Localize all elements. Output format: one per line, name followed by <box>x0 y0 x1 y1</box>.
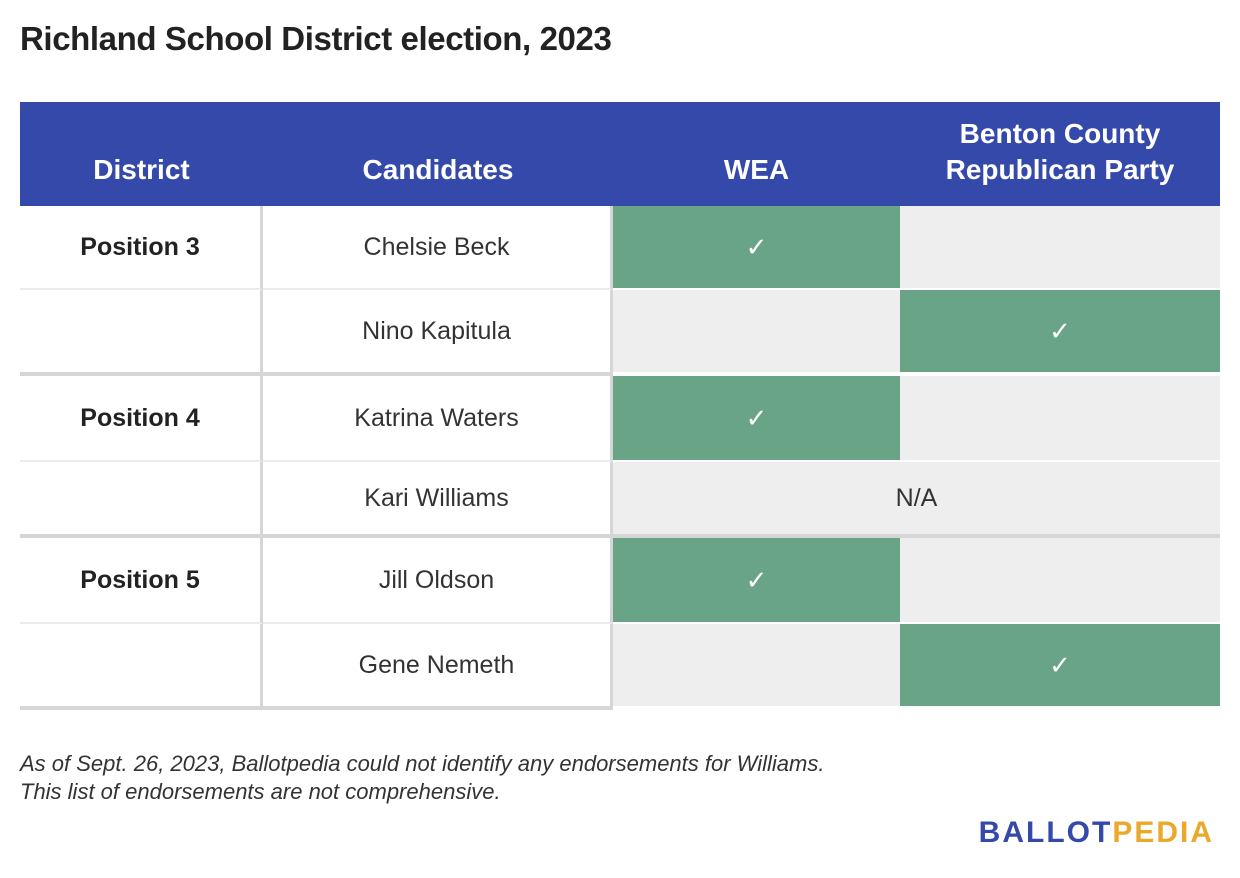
endorsements-table: District Candidates WEA Benton County Re… <box>20 102 1220 710</box>
logo-part-2: PEDIA <box>1112 816 1214 849</box>
candidate-cell: Kari Williams <box>263 462 613 538</box>
candidate-cell: Chelsie Beck <box>263 206 613 290</box>
candidate-cell: Gene Nemeth <box>263 624 613 710</box>
district-cell: Position 3 <box>20 206 263 290</box>
table-row: Position 4 Katrina Waters ✓ <box>20 376 1220 462</box>
check-icon: ✓ <box>745 402 768 433</box>
na-cell: N/A <box>613 462 1220 538</box>
page-title: Richland School District election, 2023 <box>20 20 612 57</box>
footnote: As of Sept. 26, 2023, Ballotpedia could … <box>20 750 824 806</box>
district-cell <box>20 462 263 538</box>
wea-endorsed-cell: ✓ <box>613 206 900 290</box>
table-row: Nino Kapitula ✓ <box>20 290 1220 376</box>
district-cell: Position 4 <box>20 376 263 462</box>
bcrp-cell <box>900 376 1220 462</box>
candidate-cell: Nino Kapitula <box>263 290 613 376</box>
ballotpedia-logo: BALLOTPEDIA <box>979 816 1214 850</box>
check-icon: ✓ <box>1049 649 1071 680</box>
wea-endorsed-cell: ✓ <box>613 376 900 462</box>
table-row: Kari Williams N/A <box>20 462 1220 538</box>
table-row: Position 3 Chelsie Beck ✓ <box>20 206 1220 290</box>
header-bcrp: Benton County Republican Party <box>900 102 1220 206</box>
wea-cell <box>613 624 900 710</box>
wea-cell <box>613 290 900 376</box>
table-row: Gene Nemeth ✓ <box>20 624 1220 710</box>
candidate-cell: Jill Oldson <box>263 538 613 624</box>
header-district: District <box>93 154 190 185</box>
bcrp-cell <box>900 206 1220 290</box>
check-icon: ✓ <box>745 564 768 595</box>
footnote-line-2: This list of endorsements are not compre… <box>20 779 501 804</box>
header-candidates: Candidates <box>362 154 514 185</box>
bcrp-cell <box>900 538 1220 624</box>
header-bcrp-line1: Benton County <box>959 118 1161 149</box>
header-wea: WEA <box>723 154 790 185</box>
wea-endorsed-cell: ✓ <box>613 538 900 624</box>
table-row: Position 5 Jill Oldson ✓ <box>20 538 1220 624</box>
header-bcrp-line2: Republican Party <box>945 154 1175 185</box>
bcrp-endorsed-cell: ✓ <box>900 624 1220 710</box>
district-cell <box>20 290 263 376</box>
bcrp-endorsed-cell: ✓ <box>900 290 1220 376</box>
check-icon: ✓ <box>1049 315 1071 346</box>
footnote-line-1: As of Sept. 26, 2023, Ballotpedia could … <box>20 751 825 776</box>
check-icon: ✓ <box>745 231 768 262</box>
district-cell <box>20 624 263 710</box>
district-cell: Position 5 <box>20 538 263 624</box>
candidate-cell: Katrina Waters <box>263 376 613 462</box>
logo-part-1: BALLOT <box>978 816 1113 849</box>
table-header: District Candidates WEA Benton County Re… <box>20 102 1220 206</box>
